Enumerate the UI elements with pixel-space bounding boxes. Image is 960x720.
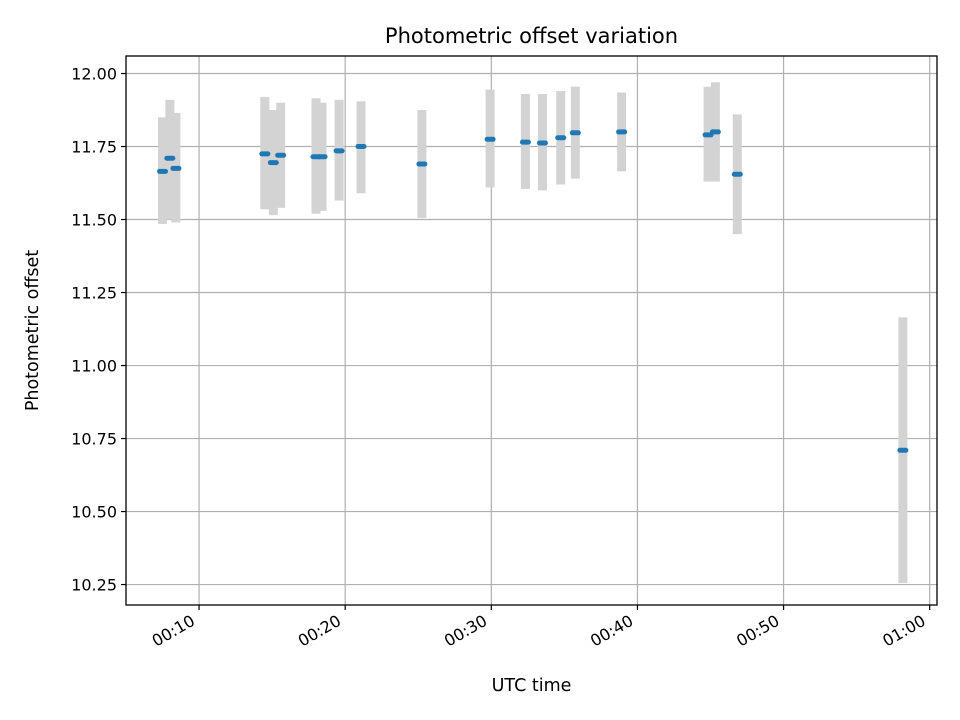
y-tick-label: 11.75 bbox=[71, 138, 117, 157]
data-point bbox=[164, 155, 176, 161]
data-point bbox=[275, 152, 287, 158]
y-axis-label: Photometric offset bbox=[23, 250, 43, 411]
data-point bbox=[536, 140, 548, 146]
data-point bbox=[416, 161, 428, 167]
data-point bbox=[519, 139, 531, 145]
y-tick-label: 11.50 bbox=[71, 211, 117, 230]
data-point bbox=[170, 165, 182, 171]
data-point bbox=[316, 154, 328, 160]
y-tick-label: 11.00 bbox=[71, 357, 117, 376]
plot-frame bbox=[125, 55, 938, 606]
data-point bbox=[157, 168, 169, 174]
data-point bbox=[731, 171, 743, 177]
data-point bbox=[616, 129, 628, 135]
y-tick-label: 12.00 bbox=[71, 65, 117, 84]
data-point bbox=[569, 130, 581, 136]
data-markers bbox=[157, 129, 909, 453]
data-point bbox=[555, 135, 567, 141]
chart-title: Photometric offset variation bbox=[385, 24, 678, 48]
data-point bbox=[355, 144, 367, 150]
data-point bbox=[333, 148, 345, 154]
data-point bbox=[709, 129, 721, 135]
data-point bbox=[259, 151, 271, 157]
data-point bbox=[897, 447, 909, 453]
y-tick-label: 11.25 bbox=[71, 284, 117, 303]
x-axis-label: UTC time bbox=[492, 676, 572, 696]
y-axis: 10.25 10.50 10.75 11.00 11.25 11.50 11.75 12.00 bbox=[71, 65, 126, 595]
data-point bbox=[267, 160, 279, 166]
y-tick-label: 10.25 bbox=[71, 576, 117, 595]
y-tick-label: 10.75 bbox=[71, 430, 117, 449]
y-tick-label: 10.50 bbox=[71, 503, 117, 522]
data-point bbox=[484, 136, 496, 142]
